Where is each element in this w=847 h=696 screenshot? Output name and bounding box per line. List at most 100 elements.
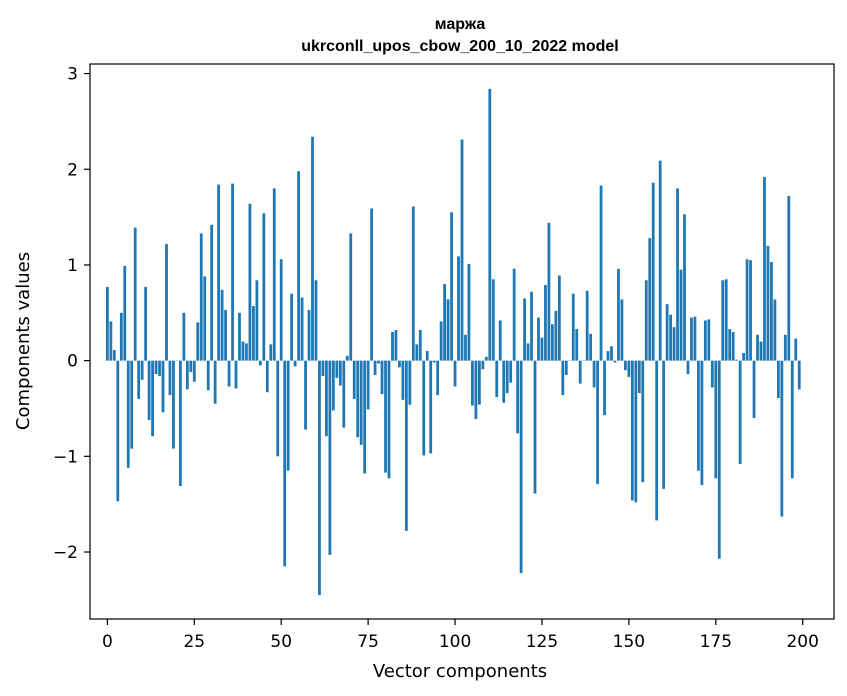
bar [728,329,732,361]
bar [669,314,672,361]
bar [662,360,666,489]
bar [620,299,624,361]
bar [745,259,749,361]
y-tick-label: 2 [67,160,78,180]
bar [790,360,794,479]
bar [272,188,276,361]
x-tick-label: 200 [786,632,818,652]
bar [429,360,433,454]
x-tick-label: 125 [526,632,558,652]
bar [425,351,429,361]
bar [464,334,467,361]
bar [707,319,711,361]
bar [471,360,474,406]
bar [384,360,387,473]
bar [575,329,579,361]
bar [109,321,113,361]
bar [279,259,283,361]
bar [773,299,777,361]
bar [690,317,693,361]
bar [766,245,770,361]
x-axis: 0 25 50 75 100 125 150 175 200 [102,619,819,652]
y-tick-label: −2 [53,543,78,563]
bar [255,280,259,361]
bar [439,321,443,361]
bar [477,360,481,405]
bar [749,260,752,361]
bar [561,360,565,396]
bar [248,203,252,361]
bar [530,291,533,361]
bar [394,330,398,361]
bar [130,360,134,449]
bar [137,360,141,399]
bar [241,341,245,361]
bar [331,360,335,411]
bar [227,360,231,387]
bar [794,338,798,361]
bar [721,280,725,361]
y-axis: −2 −1 0 1 2 3 [53,65,90,563]
bar [770,262,773,361]
bar [356,360,360,438]
bar [526,343,530,361]
bar [192,360,196,382]
bar [262,213,266,361]
bar [585,290,589,361]
bar [387,360,391,479]
bar [290,293,294,361]
bar [523,298,526,361]
bar [776,360,780,398]
bar [505,360,509,394]
bar [307,309,311,361]
bar [161,360,165,413]
bar [759,341,763,361]
bar [338,360,342,386]
bar [703,320,707,361]
bar [512,268,516,361]
bar [151,360,154,437]
bar [415,344,419,361]
bar [300,297,304,361]
bar [432,360,436,363]
bar [286,360,290,471]
bar [349,233,353,361]
bar [370,208,373,361]
y-tick-label: −1 [53,447,78,467]
bar [589,333,593,361]
chart-title-line-2: ukrconll_upos_cbow_200_10_2022 model [301,38,618,55]
x-tick-label: 75 [357,632,379,652]
bar [252,306,255,361]
bar [373,360,377,375]
bar [756,334,759,361]
bar [592,360,596,388]
bar [717,360,721,559]
bar [154,360,158,375]
bar [318,360,321,596]
bar [557,275,561,361]
bar [116,360,120,502]
bar [627,360,631,377]
bar [366,360,370,410]
bar [502,360,506,403]
bar [481,360,485,370]
bar [206,360,210,391]
bar [637,360,641,394]
bar [540,337,544,361]
bar [551,324,554,361]
bar [683,214,686,361]
bar [484,356,488,361]
bar [603,360,606,416]
bar [672,327,676,361]
y-axis-label: Components values [13,252,34,430]
y-tick-label: 3 [67,65,78,85]
bar [203,276,207,361]
bar [199,233,203,361]
bar [158,360,161,376]
bar [335,360,339,378]
bar [436,360,440,396]
bar [783,334,787,361]
bar [140,360,144,380]
bar [578,360,582,384]
bar [123,265,127,361]
